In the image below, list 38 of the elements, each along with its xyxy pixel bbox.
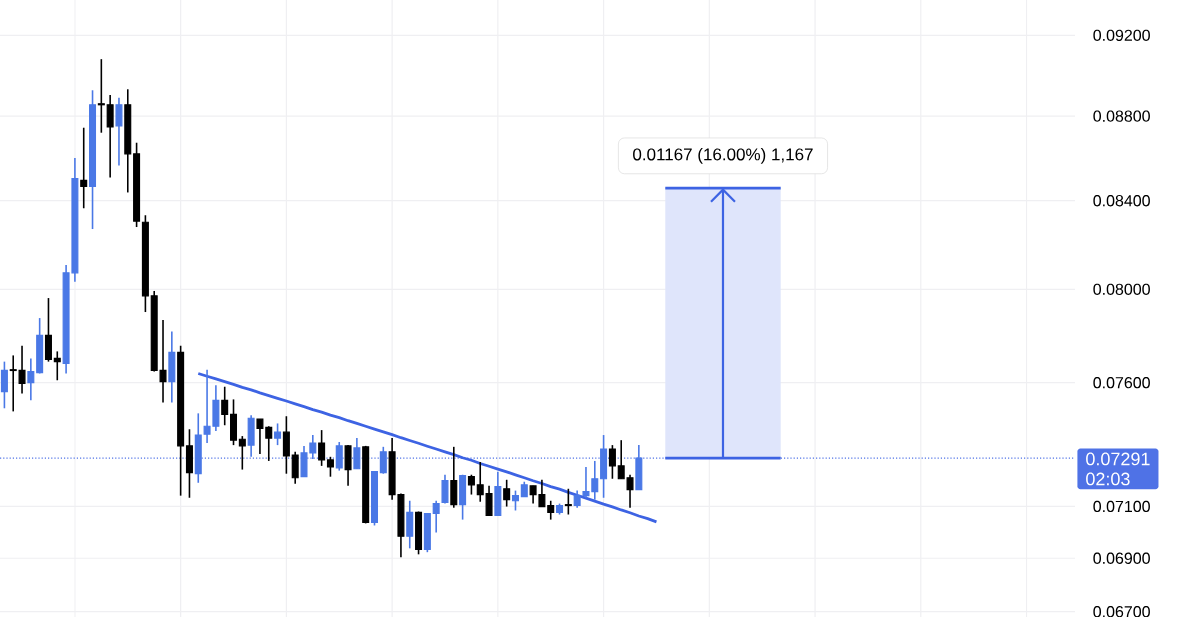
candlestick — [432, 499, 440, 534]
candlestick — [344, 444, 352, 487]
candlestick — [44, 297, 52, 363]
candlestick — [318, 429, 326, 467]
candlestick — [27, 357, 35, 402]
candlestick — [467, 473, 475, 496]
candlestick — [564, 487, 572, 516]
candlestick — [274, 422, 282, 446]
candlestick — [406, 499, 414, 550]
candlestick — [291, 451, 299, 485]
y-tick-label: 0.08000 — [1093, 283, 1150, 295]
y-tick-label: 0.08800 — [1093, 110, 1150, 122]
candlestick — [511, 489, 519, 512]
y-tick-label: 0.09200 — [1093, 29, 1150, 41]
candlestick — [80, 126, 88, 210]
candlestick — [503, 478, 511, 508]
candlestick — [0, 360, 8, 410]
candlestick — [115, 97, 123, 167]
ref-line-label: 0.07291 — [1086, 452, 1150, 466]
y-tick-label: 0.07100 — [1093, 500, 1150, 513]
candlestick — [53, 350, 61, 382]
candlestick — [221, 385, 229, 427]
line-series — [196, 372, 658, 524]
candlestick — [608, 444, 616, 480]
candlestick — [326, 456, 334, 478]
candlestick — [106, 94, 114, 179]
y-tick-label: 0.07600 — [1093, 377, 1150, 389]
candlestick — [450, 446, 458, 509]
y-tick-label: 0.08400 — [1093, 195, 1150, 207]
candlestick — [547, 499, 555, 521]
y-tick-label: 0.06900 — [1093, 552, 1150, 564]
candlestick — [97, 58, 105, 134]
candlestick — [282, 415, 290, 475]
candlestick — [441, 473, 449, 505]
candlestick — [238, 435, 246, 471]
y-tick-label: 0.06700 — [1093, 606, 1150, 617]
band-label: 0.01167 (16.00%) 1,167 — [633, 147, 813, 164]
text: 02:03 — [1086, 472, 1130, 486]
